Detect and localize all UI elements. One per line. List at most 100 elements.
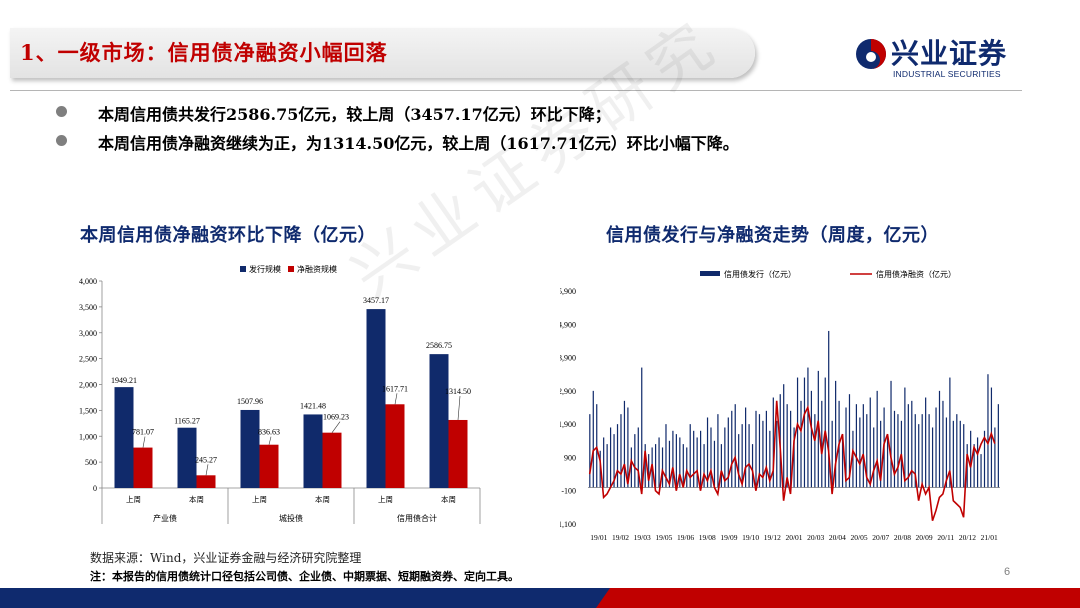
logo-chinese-text: 兴业证券 [891,37,1008,70]
x-tick-label: 本周 [315,494,330,504]
value-label-net: 245.27 [195,455,217,464]
y-tick-label: 3,500 [79,303,97,312]
bar-issue [177,427,197,488]
bar-issue [627,407,629,488]
bar-issue [620,414,622,488]
bar-issue [821,400,823,488]
bar-issue [717,414,719,488]
x-tick-label: 21/01 [981,533,998,542]
x-tick-label: 19/12 [764,533,781,542]
bar-issue [800,400,802,488]
legend-label-net: 净融资规模 [297,264,337,274]
brand-logo: 兴业证券 INDUSTRIAL SECURITIES [853,34,1013,80]
bar-issue [675,434,677,488]
bar-issue [693,430,695,488]
group-label: 产业债 [153,513,177,523]
y-tick-label: 2,500 [79,355,97,364]
bar-issue [876,390,878,488]
bar-issue [240,409,260,488]
bar-issue [734,404,736,488]
x-tick-label: 19/01 [590,533,607,542]
bar-issue [904,387,906,488]
bar-issue [641,367,643,488]
bar-issue [710,427,712,488]
x-tick-label: 上周 [252,495,267,504]
bar-issue [745,407,747,488]
bar-issue [855,404,858,488]
y-tick-label: -1,100 [560,520,576,529]
right-chart-line [588,400,996,521]
footer-bar [0,588,1080,608]
bar-issue [630,447,632,488]
net-financing-line [588,400,996,521]
value-label-leader [457,395,461,420]
bar-issue [976,437,979,488]
bar-issue [665,424,667,488]
bar-issue [603,437,605,488]
y-tick-label: 1,900 [560,420,576,429]
bar-issue [634,434,636,488]
value-label-net: 1617.71 [382,384,408,393]
bar-issue [935,407,937,488]
bar-issue [893,410,896,488]
y-tick-label: 900 [564,453,576,462]
y-tick-label: 1,000 [79,432,97,441]
bar-issue [848,394,851,488]
bar-issue [696,437,698,488]
x-tick-label: 19/09 [720,533,737,542]
bar-issue [897,414,899,488]
bar-issue [886,437,889,488]
bar-issue [748,424,750,488]
bar-issue [814,414,816,488]
bar-issue [592,390,594,488]
bar-issue [786,404,788,488]
bar-issue [994,427,996,488]
bar-issue [928,414,930,488]
y-tick-label: 3,900 [560,354,576,363]
x-tick-label: 19/03 [634,533,651,542]
bar-issue [803,377,806,488]
value-label-issue: 1421.48 [300,401,326,410]
value-label-net: 1069.23 [323,413,349,422]
group-label: 城投债 [279,513,303,523]
bar-issue [959,420,961,488]
bar-issue [931,427,934,488]
bar-issue [945,417,948,488]
bar-issue [700,430,702,488]
bar-issue [873,427,875,488]
bar-issue [429,354,449,488]
bar-issue [790,410,792,488]
right-chart-title: 信用债发行与净融资走势（周度，亿元） [606,225,939,246]
value-label-leader [268,436,272,445]
bar-issue [731,410,733,488]
legend-swatch-issue [240,266,246,272]
bar-issue [990,387,993,488]
bar-issue [661,447,664,488]
bar-issue [616,424,619,488]
page-number: 6 [1004,566,1011,578]
y-tick-label: 3,000 [79,329,97,338]
bar-issue [765,410,767,488]
y-tick-label: -100 [561,487,576,496]
x-tick-label: 本周 [441,494,456,504]
bar-issue [783,384,785,488]
bar-net [196,475,216,488]
value-label-leader [394,393,398,405]
bar-issue [907,404,909,488]
bar-issue [914,414,916,488]
value-label-issue: 2586.75 [426,341,452,350]
bar-issue [997,404,999,488]
value-label-leader [205,464,209,476]
bar-issue [648,454,650,488]
x-tick-label: 20/09 [916,533,933,542]
bar-issue [706,417,709,488]
x-tick-label: 19/08 [699,533,716,542]
bar-issue [609,427,612,488]
bar-issue [738,434,740,488]
y-tick-label: 0 [93,484,97,493]
x-tick-label: 19/02 [612,533,629,542]
title-banner [10,28,755,78]
bar-issue [852,430,854,488]
group-label: 信用债合计 [397,513,437,523]
bullet-issuance-text: 本周信用债共发行2586.75亿元，较上周（3457.17亿元）环比下降； [98,105,611,124]
